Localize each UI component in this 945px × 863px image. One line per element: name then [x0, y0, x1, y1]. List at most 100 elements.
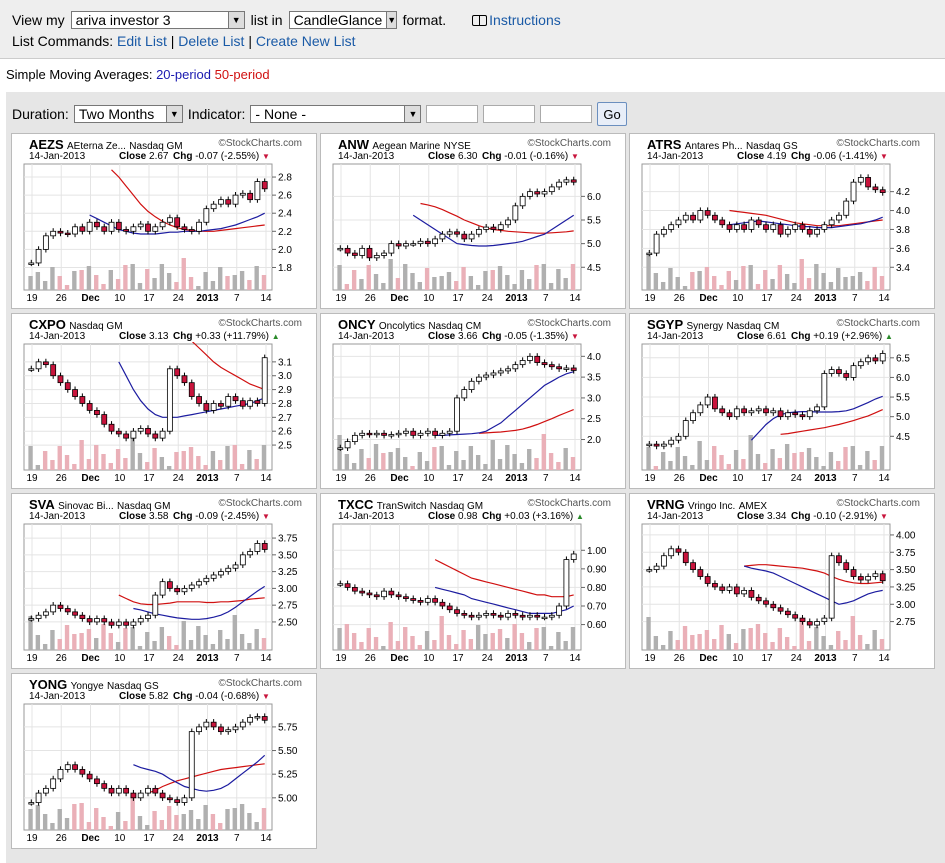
volume-bar: [239, 271, 245, 290]
chart-exchange: AMEX: [738, 501, 768, 512]
x-tick-label: 14: [260, 653, 272, 664]
chart-card-yong[interactable]: YONG Yongye Nasdaq GS ©StockCharts.com 14-…: [11, 673, 317, 849]
x-tick-label: Dec: [699, 473, 718, 484]
volume-bar: [872, 267, 877, 290]
close-value: 3.66: [458, 331, 478, 342]
chart-card-sva[interactable]: SVA Sinovac Bi... Nasdaq GM ©StockCharts.…: [11, 493, 317, 669]
chart-card-sgyp[interactable]: SGYP Synergy Nasdaq CM ©StockCharts.com 14…: [629, 313, 935, 489]
chart-date: 14-Jan-2013: [29, 511, 86, 522]
candle-body: [123, 621, 130, 626]
candle-body: [101, 783, 108, 789]
go-button[interactable]: Go: [597, 102, 627, 126]
duration-select-value: Two Months: [78, 106, 155, 122]
volume-bar: [468, 639, 474, 650]
duration-select[interactable]: Two Months ▼: [73, 105, 183, 123]
delete-list-link[interactable]: Delete List: [178, 33, 245, 49]
chart-card-cxpo[interactable]: CXPO Nasdaq GM ©StockCharts.com 14-Jan-201…: [11, 313, 317, 489]
candle-body: [799, 224, 806, 230]
volume-bar: [115, 812, 121, 830]
candle-body: [50, 778, 57, 789]
indicator-select[interactable]: - None - ▼: [250, 105, 422, 123]
format-select-value: CandleGlance: [293, 12, 383, 28]
volume-bar: [512, 624, 517, 650]
candle-body: [196, 221, 202, 232]
volume-bar: [570, 457, 576, 470]
volume-bar: [490, 270, 495, 290]
y-tick-label: 6.5: [896, 353, 910, 364]
candle-body: [225, 729, 232, 733]
list-select[interactable]: ariva investor 3 ▼: [70, 11, 245, 29]
edit-list-link[interactable]: Edit List: [117, 33, 167, 49]
volume-bar: [748, 265, 753, 290]
close-value: 0.98: [458, 511, 478, 522]
volume-bar: [381, 453, 386, 470]
candle-body: [857, 361, 864, 367]
chart-date: 14-Jan-2013: [338, 331, 395, 342]
volume-bar: [660, 645, 666, 650]
volume-bar: [239, 804, 245, 830]
volume-bar: [57, 446, 62, 470]
volume-bar: [28, 446, 33, 470]
close-value: 6.30: [458, 151, 478, 162]
candle-body: [527, 191, 533, 197]
indicator-param-2[interactable]: [483, 105, 536, 123]
volume-bar: [777, 458, 783, 470]
volume-bar: [461, 267, 466, 290]
volume-bar: [137, 816, 143, 830]
x-tick-label: 7: [852, 653, 858, 664]
chart-company-name: Yongye: [70, 681, 104, 692]
format-select[interactable]: CandleGlance ▼: [288, 11, 397, 29]
candle-body: [337, 247, 344, 251]
volume-bar: [519, 633, 525, 650]
volume-bar: [50, 460, 55, 470]
candle-body: [395, 432, 402, 436]
y-tick-label: 3.50: [278, 550, 298, 561]
indicator-select-value: - None -: [255, 106, 306, 122]
volume-bar: [660, 452, 666, 470]
volume-bar: [755, 284, 761, 290]
volume-bar: [115, 279, 121, 290]
chart-card-aezs[interactable]: AEZS AEterna Ze... Nasdaq GM ©StockCharts…: [11, 133, 317, 309]
candle-body: [439, 601, 446, 607]
candle-body: [130, 792, 137, 799]
y-tick-label: 0.60: [587, 620, 607, 631]
chart-close: Close 3.66: [428, 331, 477, 342]
sma-50-line: [478, 409, 574, 434]
chart-card-atrs[interactable]: ATRS Antares Ph... Nasdaq GS ©StockCharts…: [629, 133, 935, 309]
y-tick-label: 0.90: [587, 564, 607, 575]
candle-body: [682, 420, 689, 437]
candle-body: [454, 397, 460, 432]
candlestick-chart: 19 26 Dec 10 17 24 2013 7 14 4.00 3.75 3.50 3.25 3.00…: [641, 523, 916, 664]
indicator-param-3[interactable]: [540, 105, 593, 123]
x-tick-label: 7: [234, 473, 240, 484]
x-tick-label: 26: [674, 473, 686, 484]
x-tick-label: 17: [452, 293, 464, 304]
x-tick-label: 19: [644, 473, 656, 484]
close-label: Close: [119, 691, 147, 702]
candle-body: [410, 243, 417, 246]
volume-bar: [872, 460, 877, 470]
chart-card-txcc[interactable]: TXCC TranSwitch Nasdaq GM ©StockCharts.co…: [320, 493, 626, 669]
candle-body: [512, 205, 519, 221]
candle-body: [218, 571, 224, 576]
volume-bar: [777, 628, 783, 650]
volume-bar: [653, 466, 659, 470]
candle-body: [828, 555, 835, 619]
chart-card-anw[interactable]: ANW Aegean Marine NYSE ©StockCharts.com 14…: [320, 133, 626, 309]
chart-card-oncy[interactable]: ONCY Oncolytics Nasdaq CM ©StockCharts.co…: [320, 313, 626, 489]
candle-body: [225, 567, 232, 573]
y-tick-label: 4.0: [587, 352, 601, 363]
create-list-link[interactable]: Create New List: [255, 33, 356, 49]
chart-card-vrng[interactable]: VRNG Vringo Inc. AMEX ©StockCharts.com 14-…: [629, 493, 935, 669]
candle-body: [814, 229, 820, 235]
x-tick-label: Dec: [81, 833, 100, 844]
candle-body: [130, 621, 137, 626]
x-tick-label: 24: [482, 473, 494, 484]
volume-bar: [843, 640, 848, 650]
instructions-link[interactable]: Instructions: [472, 12, 561, 28]
x-tick-label: 19: [335, 293, 347, 304]
volume-bar: [373, 444, 379, 470]
indicator-param-1[interactable]: [426, 105, 479, 123]
x-tick-label: Dec: [699, 293, 718, 304]
chart-change: Chg -0.04 (-0.68%) ▼: [173, 691, 270, 702]
